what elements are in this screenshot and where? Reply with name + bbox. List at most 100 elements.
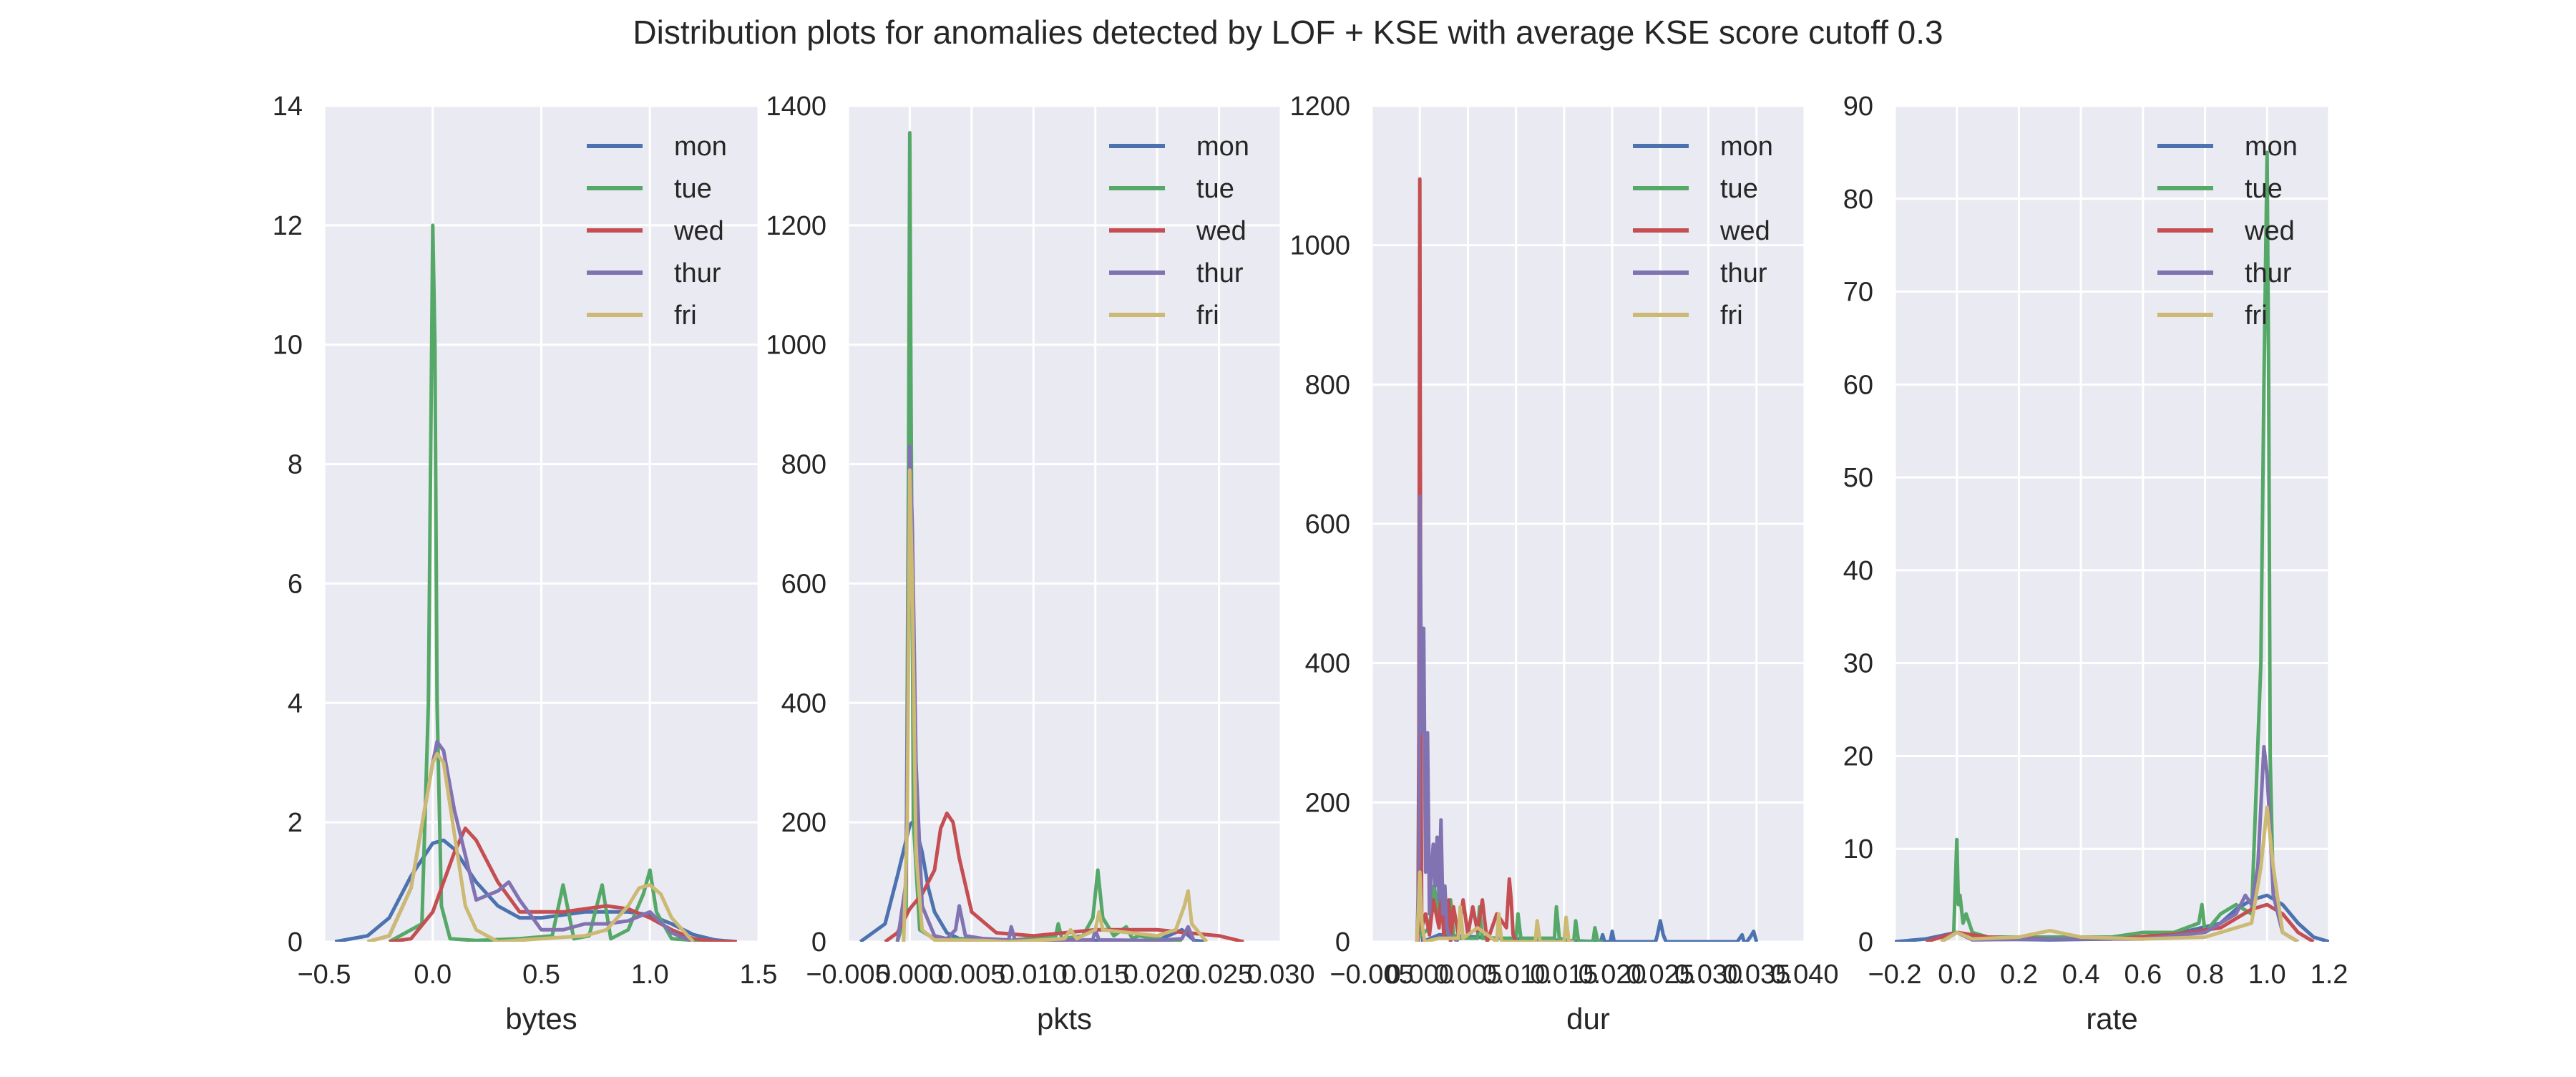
x-tick-label: 1.0 [2248,960,2286,990]
x-tick-label: 0.0 [414,960,452,990]
x-tick-label: 0.005 [937,960,1005,990]
x-tick-label: 0.025 [1626,960,1694,990]
subplot-pkts: −0.0050.0000.0050.0100.0150.0200.0250.03… [766,92,1314,1035]
y-tick-label: 20 [1843,741,1873,771]
series-line-fri [367,751,695,942]
y-tick-label: 600 [1305,510,1350,540]
x-tick-label: 0.010 [1482,960,1550,990]
y-tick-label: 2 [288,808,303,838]
x-tick-label: 1.5 [740,960,778,990]
legend-label-wed: wed [1719,216,1770,246]
legend-label-thur: thur [1720,258,1767,288]
x-tick-label: 0.015 [1530,960,1598,990]
legend-label-mon: mon [1720,132,1773,162]
y-tick-label: 6 [288,569,303,599]
y-tick-label: 8 [288,450,303,480]
x-tick-label: −0.5 [297,960,351,990]
legend-label-tue: tue [674,174,712,204]
y-tick-label: 1000 [766,331,826,361]
x-tick-label: 0.030 [1246,960,1314,990]
y-tick-label: 4 [288,688,303,718]
y-tick-label: 80 [1843,185,1873,215]
y-tick-label: 400 [1305,649,1350,679]
x-tick-label: 1.0 [631,960,669,990]
x-tick-label: 0.000 [1386,960,1454,990]
legend: mon tue wed thur fri [1109,132,1249,331]
legend-label-wed: wed [673,216,724,246]
legend: mon tue wed thur fri [1633,132,1773,331]
plot-area [848,106,1281,942]
y-tick-label: 800 [1305,370,1350,400]
y-tick-label: 1200 [766,211,826,241]
y-tick-label: 30 [1843,649,1873,679]
legend-label-tue: tue [1196,174,1234,204]
legend-label-mon: mon [1196,132,1249,162]
series-line-fri [1415,870,1574,942]
x-tick-label: 0.2 [2000,960,2038,990]
figure-title: Distribution plots for anomalies detecte… [633,14,1943,51]
x-tick-label: 0.015 [1061,960,1129,990]
legend-label-wed: wed [2244,216,2295,246]
x-tick-label: 0.0 [1938,960,1976,990]
y-tick-label: 14 [273,92,303,122]
legend: mon tue wed thur fri [2157,132,2298,331]
legend-label-mon: mon [2245,132,2298,162]
x-tick-label: 0.035 [1722,960,1790,990]
y-tick-label: 40 [1843,556,1873,586]
x-tick-label: 0.010 [1000,960,1068,990]
legend-label-thur: thur [674,258,721,288]
x-tick-label: 0.000 [876,960,944,990]
x-tick-label: 1.2 [2311,960,2348,990]
series-line-fri [1940,805,2299,942]
y-tick-label: 12 [273,211,303,241]
subplot-dur: −0.0050.0000.0050.0100.0150.0200.0250.03… [1289,92,1838,1035]
legend-label-mon: mon [674,132,727,162]
x-tick-label: 0.005 [1434,960,1502,990]
x-tick-label: 0.020 [1123,960,1191,990]
y-tick-label: 1000 [1289,231,1350,261]
y-tick-label: 10 [273,331,303,361]
legend-label-fri: fri [674,301,697,331]
x-axis-label: pkts [1037,1002,1092,1035]
y-tick-label: 70 [1843,278,1873,308]
subplot-bytes: −0.5 0.0 0.5 1.0 1.5 0 2 4 6 8 10 12 14 bytes mon tue we… [273,92,778,1035]
legend-label-tue: tue [1720,174,1758,204]
y-tick-label: 1200 [1289,92,1350,122]
y-tick-label: 60 [1843,370,1873,400]
y-tick-label: 1400 [766,92,826,122]
series-line-tue [1415,877,1603,942]
x-tick-label: 0.025 [1185,960,1253,990]
y-tick-label: 200 [1305,788,1350,818]
y-tick-label: 0 [288,927,303,957]
y-tick-label: 200 [781,808,826,838]
y-tick-label: 800 [781,450,826,480]
y-tick-label: 0 [1858,927,1873,957]
x-axis-label: rate [2086,1002,2137,1035]
x-tick-label: 0.6 [2124,960,2162,990]
series-line-wed [884,812,1244,942]
x-tick-label: 0.5 [522,960,560,990]
y-tick-label: 0 [1335,927,1350,957]
series-line-fri [902,468,1209,942]
x-tick-label: −0.005 [806,960,889,990]
x-tick-label: 0.4 [2062,960,2100,990]
y-tick-label: 10 [1843,834,1873,864]
legend-label-tue: tue [2245,174,2283,204]
legend-label-fri: fri [1196,301,1219,331]
legend-label-thur: thur [2245,258,2292,288]
x-tick-label: 0.8 [2186,960,2224,990]
x-axis-label: bytes [505,1002,577,1035]
subplot-rate: −0.2 0.0 0.2 0.4 0.6 0.8 1.0 1.2 0 10 20 30 40 50 60 70… [1843,92,2348,1035]
y-tick-label: 50 [1843,463,1873,493]
series-line-tue [1940,150,2299,942]
legend-label-fri: fri [2245,301,2268,331]
legend: mon tue wed thur fri [587,132,727,331]
y-tick-label: 400 [781,688,826,718]
x-tick-label: 0.040 [1770,960,1838,990]
series-line-wed [389,827,737,942]
x-tick-label: 0.030 [1674,960,1742,990]
series-line-thur [1415,494,1460,942]
x-axis-label: dur [1566,1002,1610,1035]
